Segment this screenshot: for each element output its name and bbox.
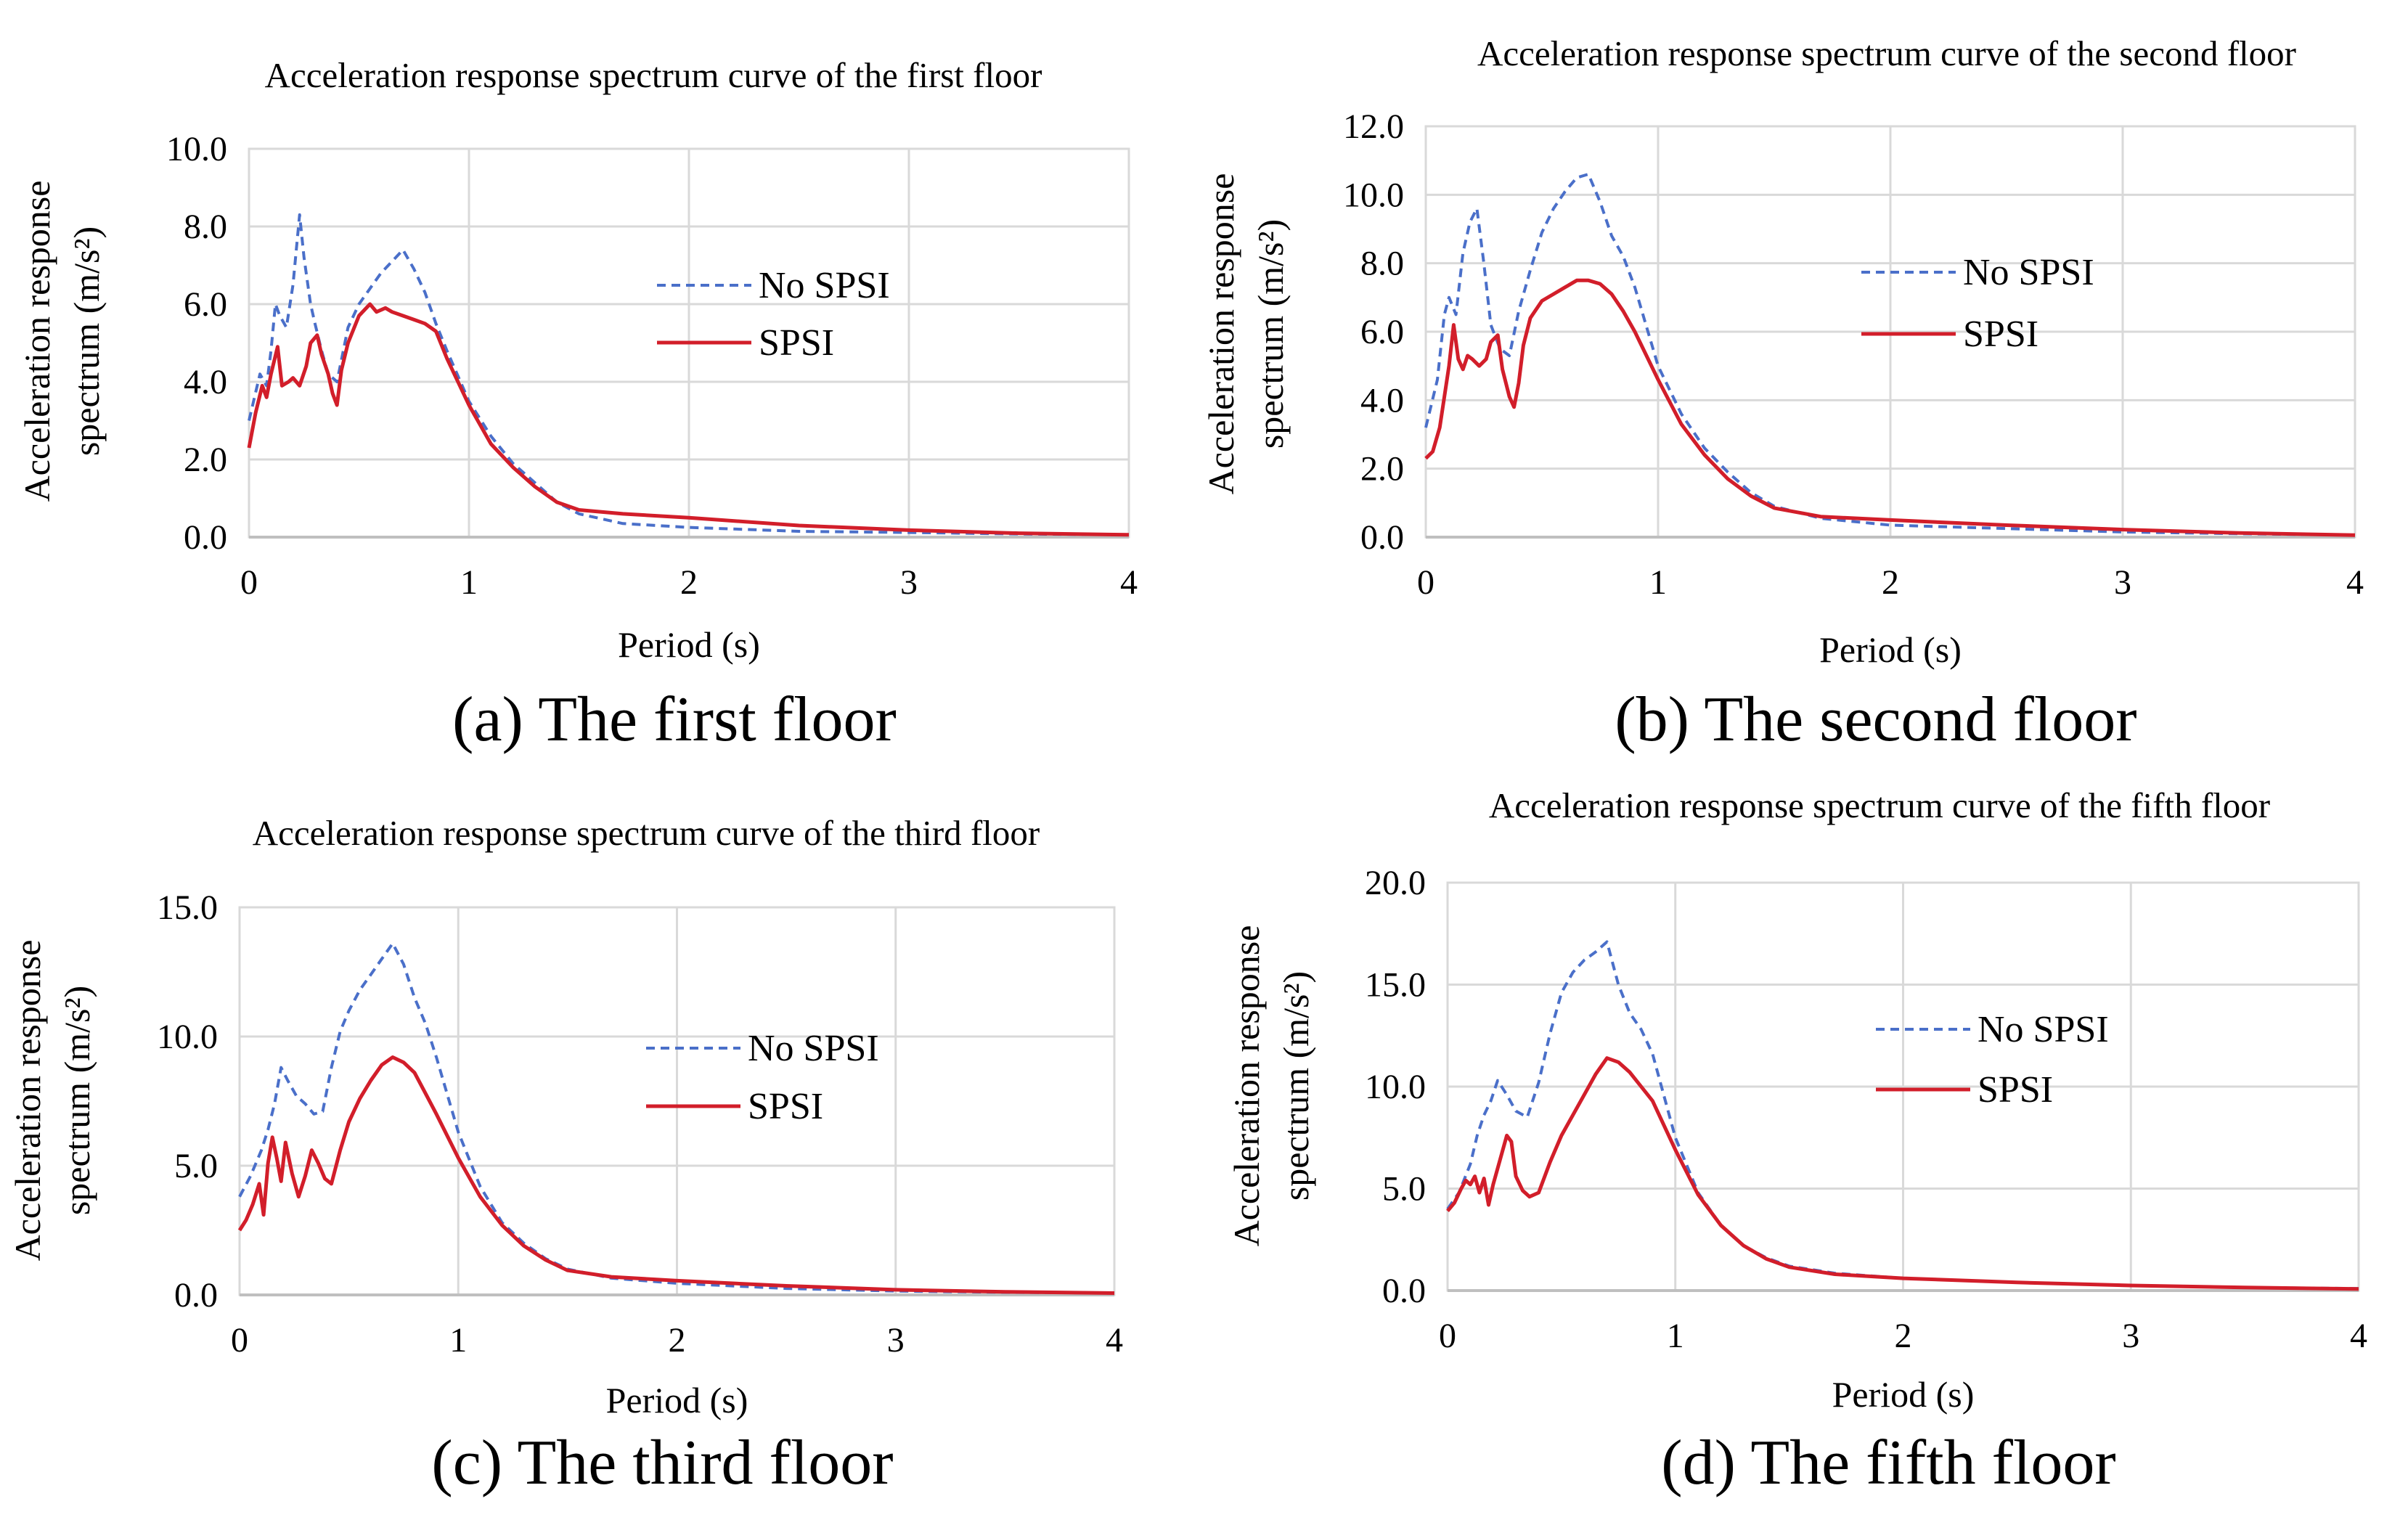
y-tick-label: 0.0 bbox=[184, 518, 227, 557]
x-tick-label: 4 bbox=[1106, 1321, 1123, 1360]
x-tick-label: 3 bbox=[887, 1321, 905, 1360]
y-tick-label: 4.0 bbox=[184, 363, 227, 401]
legend-label: No SPSI bbox=[748, 1028, 879, 1069]
x-tick-label: 4 bbox=[1120, 563, 1138, 602]
panel-first-floor: 0.0 2.0 4.0 6.0 8.0 10.0 0 1 2 3 4 No SPSI SPSI Accel… bbox=[0, 0, 1204, 766]
y-axis-label: Acceleration response bbox=[1201, 173, 1241, 495]
x-axis-label: Period (s) bbox=[618, 624, 760, 665]
legend-label: SPSI bbox=[1978, 1069, 2053, 1111]
y-tick-label: 2.0 bbox=[184, 441, 227, 479]
panel-caption: (d) The fifth floor bbox=[1661, 1428, 2115, 1498]
y-tick-label: 10.0 bbox=[1365, 1068, 1426, 1106]
chart-title: Acceleration response spectrum curve of … bbox=[1477, 33, 2296, 73]
y-tick-label: 4.0 bbox=[1360, 381, 1404, 420]
legend-label: SPSI bbox=[748, 1086, 823, 1127]
x-axis-label: Period (s) bbox=[1819, 629, 1962, 670]
x-tick-label: 1 bbox=[449, 1321, 467, 1360]
panel-caption: (c) The third floor bbox=[431, 1428, 893, 1498]
legend-label: No SPSI bbox=[1963, 252, 2094, 293]
chart-title: Acceleration response spectrum curve of … bbox=[1489, 785, 2270, 825]
x-axis-label: Period (s) bbox=[1832, 1374, 1975, 1415]
series-line-spsi bbox=[1446, 1056, 2359, 1291]
y-axis-label: Acceleration response bbox=[1226, 925, 1267, 1247]
series-line-spsi bbox=[247, 302, 1130, 537]
series-line-spsi bbox=[237, 1055, 1115, 1295]
x-tick-label: 1 bbox=[1667, 1317, 1684, 1355]
x-tick-label: 0 bbox=[1439, 1317, 1456, 1355]
y-axis-label: Acceleration response bbox=[17, 181, 57, 502]
y-tick-label: 2.0 bbox=[1360, 450, 1404, 488]
x-tick-label: 2 bbox=[669, 1321, 686, 1360]
chart-a: 0.0 2.0 4.0 6.0 8.0 10.0 0 1 2 3 4 No SPSI SPSI Accel… bbox=[17, 55, 1138, 755]
x-tick-label: 2 bbox=[680, 563, 698, 602]
x-tick-label: 0 bbox=[240, 563, 258, 602]
x-tick-label: 3 bbox=[900, 563, 918, 602]
y-tick-label: 12.0 bbox=[1343, 107, 1404, 146]
y-axis-label-units: spectrum (m/s²) bbox=[66, 226, 107, 456]
panel-caption: (a) The first floor bbox=[452, 684, 897, 755]
panel-third-floor: 0.0 5.0 10.0 15.0 0 1 2 3 4 No SPSI SPSI Accelerati… bbox=[0, 766, 1204, 1533]
x-axis-label: Period (s) bbox=[606, 1380, 748, 1420]
x-tick-label: 3 bbox=[2114, 563, 2131, 602]
y-tick-label: 0.0 bbox=[174, 1276, 218, 1315]
chart-d: 0.0 5.0 10.0 15.0 20.0 0 1 2 3 4 No SPSI SPSI Accele… bbox=[1226, 785, 2367, 1498]
panel-second-floor: 0.0 2.0 4.0 6.0 8.0 10.0 12.0 0 1 2 3 4 No SPSI SPSI A… bbox=[1201, 0, 2408, 766]
chart-b: 0.0 2.0 4.0 6.0 8.0 10.0 12.0 0 1 2 3 4 No SPSI SPSI A… bbox=[1201, 33, 2364, 755]
panel-fifth-floor: 0.0 5.0 10.0 15.0 20.0 0 1 2 3 4 No SPSI SPSI Accele… bbox=[1204, 766, 2408, 1533]
y-tick-label: 20.0 bbox=[1365, 864, 1426, 902]
y-tick-label: 10.0 bbox=[1343, 176, 1404, 214]
x-tick-label: 3 bbox=[2122, 1317, 2139, 1355]
series-line-no-spsi bbox=[1424, 173, 2356, 537]
chart-title: Acceleration response spectrum curve of … bbox=[253, 813, 1040, 853]
series-line-no-spsi bbox=[248, 213, 1130, 536]
y-axis-label-units: spectrum (m/s²) bbox=[57, 986, 97, 1215]
y-tick-label: 5.0 bbox=[174, 1147, 218, 1185]
y-axis-label: Acceleration response bbox=[7, 940, 48, 1262]
x-tick-label: 0 bbox=[231, 1321, 248, 1360]
y-tick-label: 6.0 bbox=[184, 285, 227, 324]
panel-caption: (b) The second floor bbox=[1615, 684, 2136, 755]
x-tick-label: 4 bbox=[2346, 563, 2364, 602]
y-tick-label: 10.0 bbox=[157, 1018, 218, 1056]
x-tick-label: 1 bbox=[1649, 563, 1667, 602]
x-tick-label: 2 bbox=[1895, 1317, 1912, 1355]
y-tick-label: 8.0 bbox=[1360, 245, 1404, 283]
y-tick-label: 0.0 bbox=[1382, 1272, 1426, 1310]
chart-c: 0.0 5.0 10.0 15.0 0 1 2 3 4 No SPSI SPSI Accelerati… bbox=[7, 813, 1123, 1498]
y-tick-label: 0.0 bbox=[1360, 518, 1404, 557]
legend-label: No SPSI bbox=[759, 265, 890, 306]
chart-title: Acceleration response spectrum curve of … bbox=[265, 55, 1042, 95]
y-tick-label: 10.0 bbox=[166, 130, 227, 168]
x-tick-label: 0 bbox=[1417, 563, 1434, 602]
y-tick-label: 5.0 bbox=[1382, 1170, 1426, 1209]
legend-label: No SPSI bbox=[1978, 1009, 2109, 1050]
legend-label: SPSI bbox=[1963, 314, 2038, 355]
x-tick-label: 2 bbox=[1882, 563, 1899, 602]
series-line-spsi bbox=[1424, 278, 2356, 537]
y-tick-label: 15.0 bbox=[157, 888, 218, 927]
y-tick-label: 6.0 bbox=[1360, 313, 1404, 351]
x-tick-label: 4 bbox=[2350, 1317, 2367, 1355]
y-tick-label: 15.0 bbox=[1365, 966, 1426, 1005]
x-tick-label: 1 bbox=[460, 563, 478, 602]
y-axis-label-units: spectrum (m/s²) bbox=[1250, 219, 1291, 449]
y-axis-label-units: spectrum (m/s²) bbox=[1276, 971, 1316, 1201]
y-tick-label: 8.0 bbox=[184, 208, 227, 246]
legend-label: SPSI bbox=[759, 322, 834, 364]
